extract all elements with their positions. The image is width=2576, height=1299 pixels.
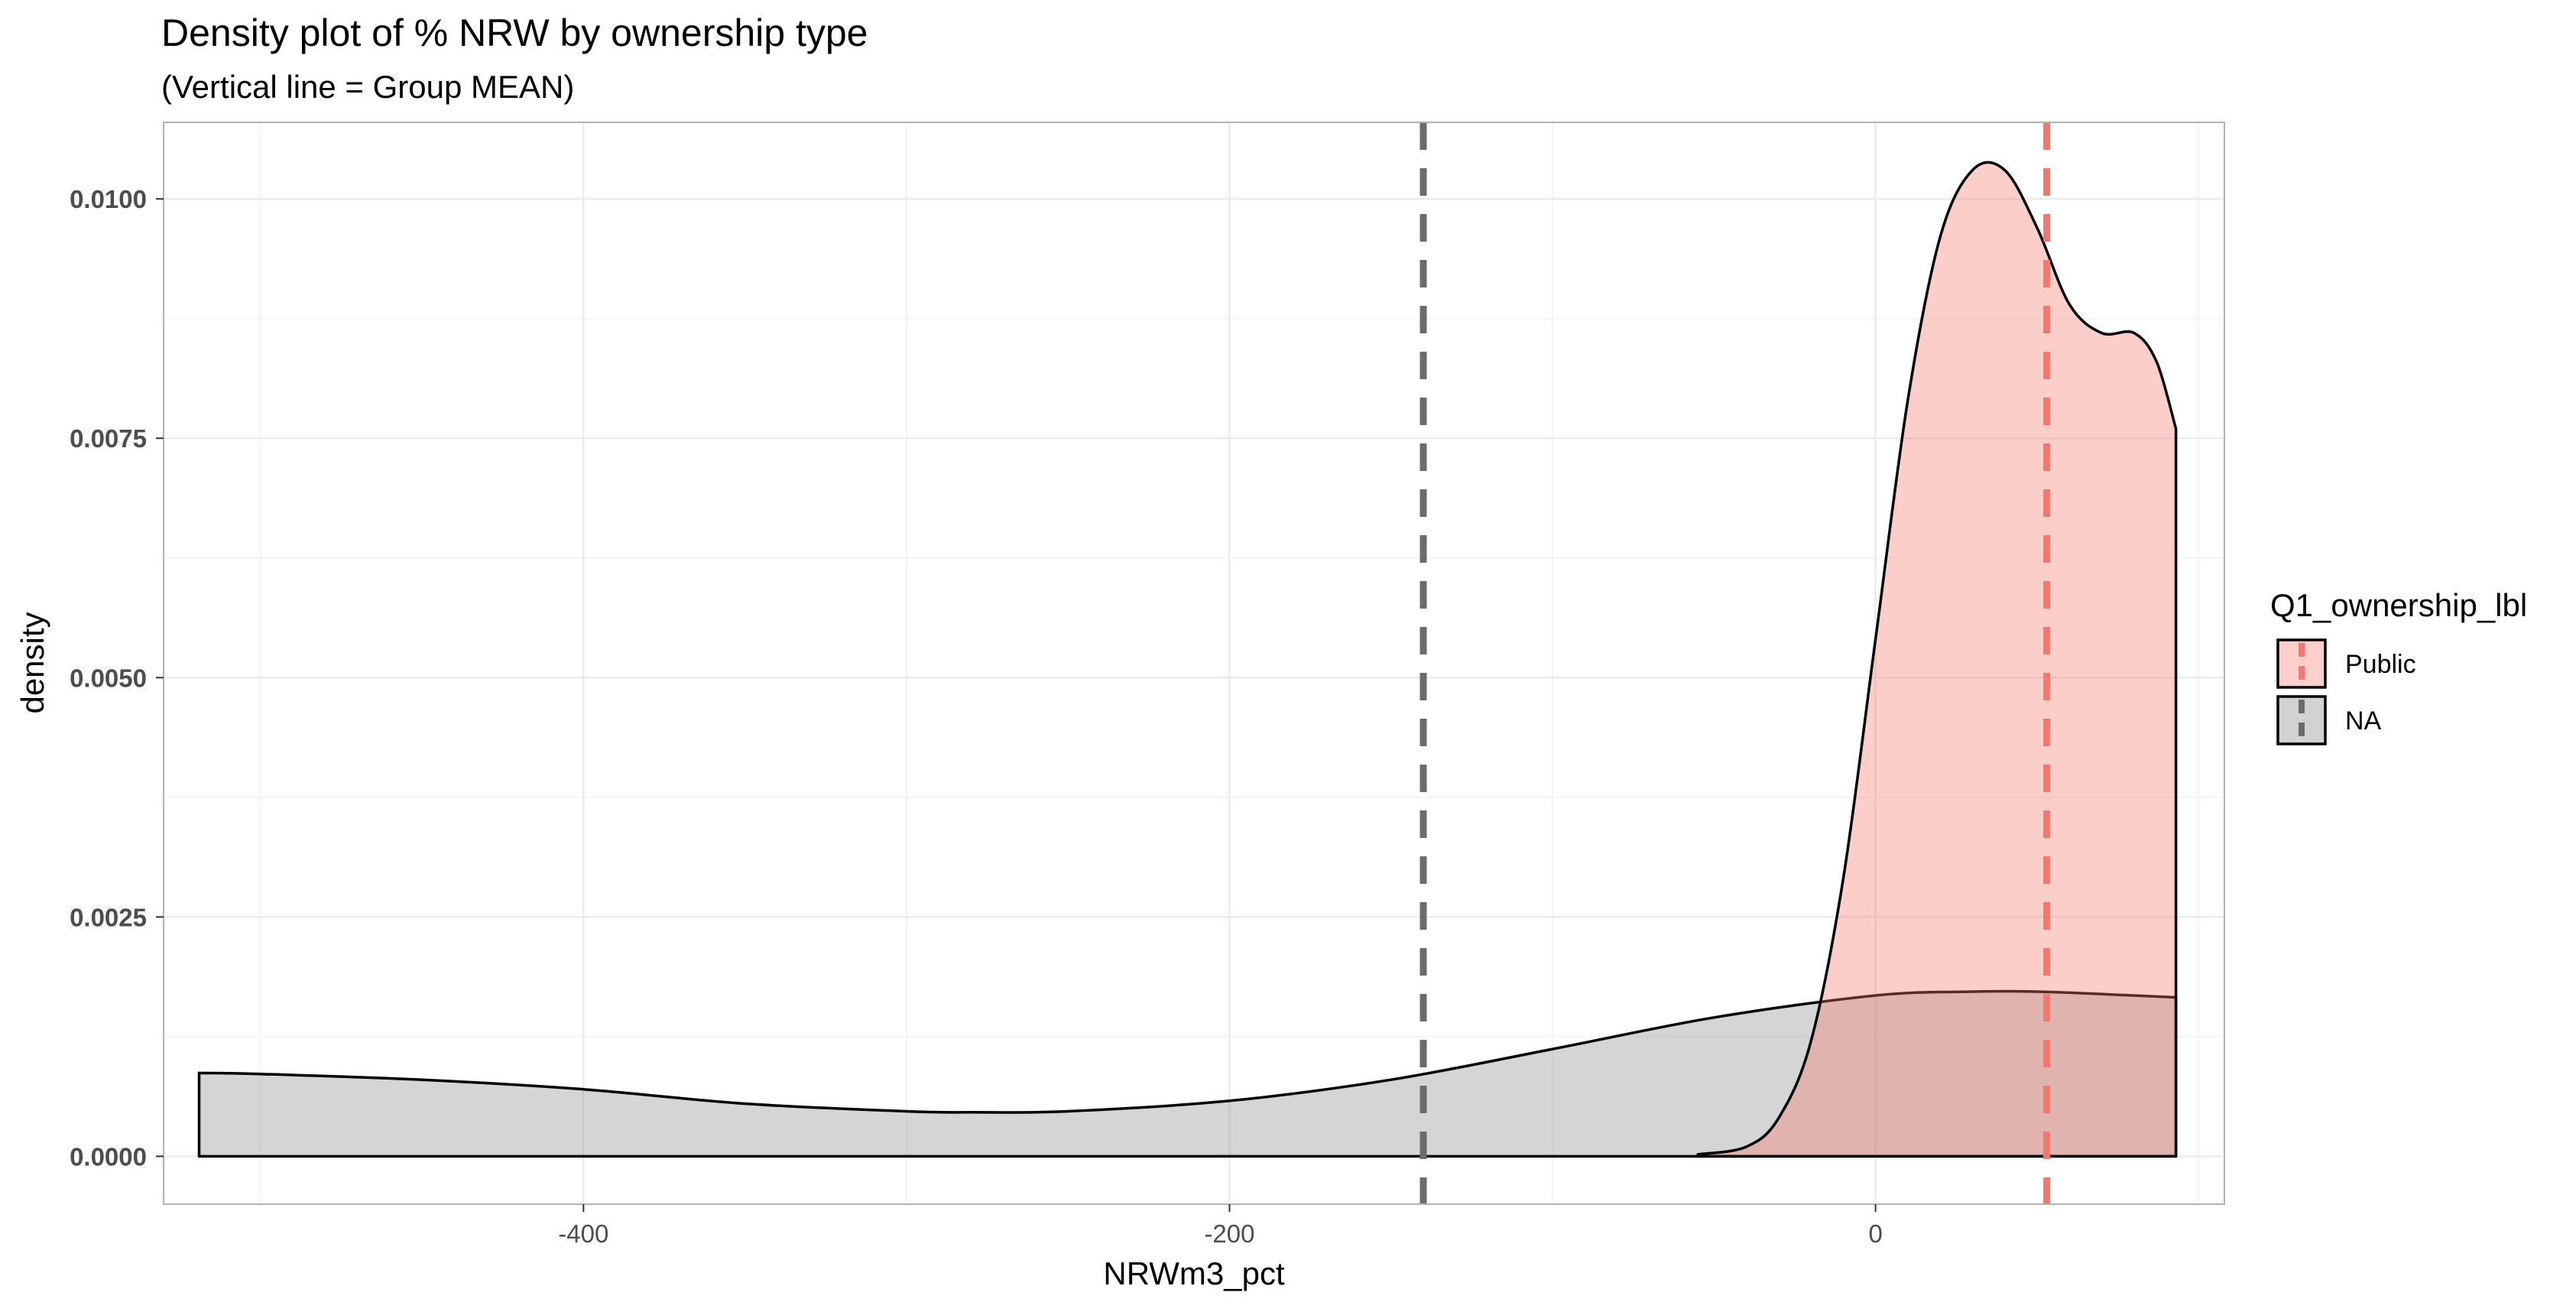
y-tick-label: 0.0050 — [70, 664, 147, 692]
density-areas — [197, 161, 2178, 1158]
density-area-na — [197, 989, 2178, 1158]
legend-title: Q1_ownership_lbl — [2270, 587, 2527, 623]
y-tick-label: 0.0075 — [70, 424, 147, 453]
x-axis-ticks: -400 -200 0 — [558, 1204, 1883, 1248]
density-area-public — [1696, 161, 2178, 1158]
x-axis-title: NRWm3_pct — [1103, 1255, 1285, 1291]
chart-subtitle: (Vertical line = Group MEAN) — [161, 69, 574, 105]
legend-item-na: NA — [2276, 695, 2382, 745]
chart-title: Density plot of % NRW by ownership type — [161, 11, 868, 54]
legend: Q1_ownership_lbl Public NA — [2270, 587, 2527, 745]
legend-item-label: Public — [2345, 650, 2416, 679]
legend-item-public: Public — [2276, 638, 2416, 689]
y-tick-label: 0.0025 — [70, 903, 147, 931]
legend-items: Public NA — [2276, 638, 2416, 745]
y-tick-label: 0.0100 — [70, 185, 147, 213]
legend-item-label: NA — [2345, 706, 2382, 736]
y-axis-ticks: 0.0000 0.0025 0.0050 0.0075 0.0100 — [70, 185, 164, 1171]
x-tick-label: -400 — [558, 1219, 608, 1248]
panel-border — [163, 122, 2225, 1205]
y-axis-title: density — [15, 612, 50, 713]
x-tick-label: -200 — [1204, 1219, 1254, 1248]
y-tick-label: 0.0000 — [70, 1142, 147, 1171]
plot-panel — [163, 122, 2225, 1205]
panel-background — [164, 122, 2224, 1204]
x-tick-label: 0 — [1868, 1219, 1882, 1248]
grid-lines — [164, 122, 2224, 1204]
